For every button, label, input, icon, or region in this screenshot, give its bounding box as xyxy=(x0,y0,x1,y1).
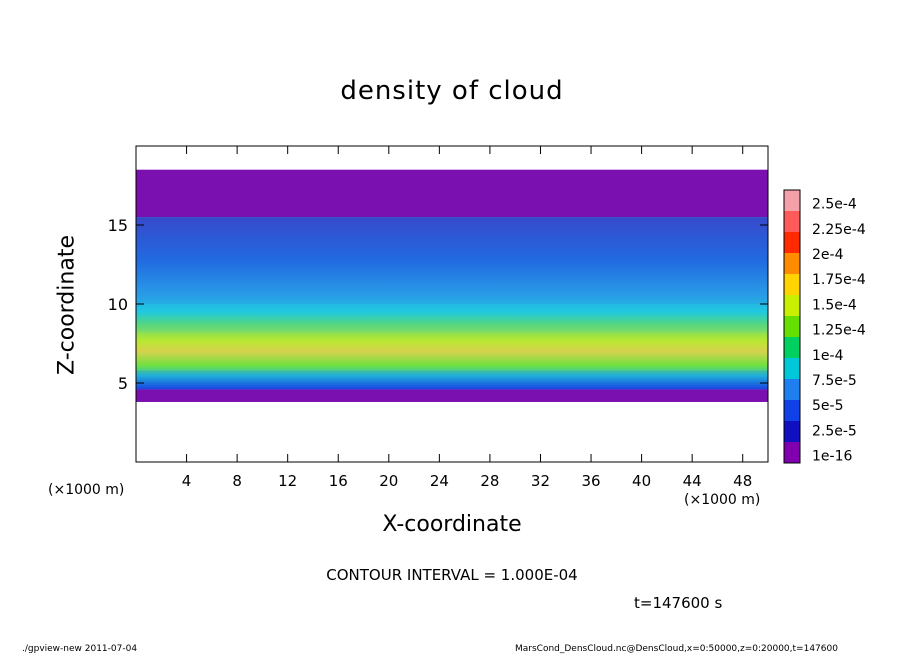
colorbar-label: 2.5e-5 xyxy=(812,423,857,439)
x-tick-label: 24 xyxy=(430,472,449,490)
colorbar-label: 7.5e-5 xyxy=(812,373,857,389)
colorbar-label: 1.25e-4 xyxy=(812,323,866,339)
x-tick-label: 48 xyxy=(733,472,752,490)
colorbar-swatch xyxy=(784,316,800,337)
colorbar-label: 1e-16 xyxy=(812,449,852,465)
colorbar-swatch xyxy=(784,232,800,253)
x-tick-label: 32 xyxy=(531,472,550,490)
colorbar-label: 2.5e-4 xyxy=(812,197,857,213)
colorbar-swatch xyxy=(784,400,800,421)
colorbar-swatch xyxy=(784,253,800,274)
colorbar-swatch xyxy=(784,211,800,232)
colorbar-label: 2.25e-4 xyxy=(812,222,866,238)
x-tick-label: 8 xyxy=(232,472,242,490)
footer-right: MarsCond_DensCloud.nc@DensCloud,x=0:5000… xyxy=(515,644,838,654)
time-label: t=147600 s xyxy=(634,594,723,612)
x-tick-label: 44 xyxy=(683,472,702,490)
contour-interval-text: CONTOUR INTERVAL = 1.000E-04 xyxy=(326,566,578,584)
x-tick-label: 40 xyxy=(632,472,651,490)
colorbar-label: 5e-5 xyxy=(812,398,843,414)
colorbar-swatch xyxy=(784,421,800,442)
x-unit-label-left: (×1000 m) xyxy=(48,482,125,498)
cloud-gradient xyxy=(136,217,768,390)
x-tick-label: 28 xyxy=(480,472,499,490)
x-tick-label: 16 xyxy=(329,472,348,490)
colorbar-swatch xyxy=(784,337,800,358)
x-tick-label: 20 xyxy=(379,472,398,490)
footer-left: ./gpview-new 2011-07-04 xyxy=(22,644,138,654)
cloud-layer-5 xyxy=(136,389,768,402)
y-tick-label: 15 xyxy=(108,216,128,235)
colorbar-label: 1.75e-4 xyxy=(812,272,866,288)
cloud-layer-0 xyxy=(136,169,768,218)
colorbar-swatch xyxy=(784,379,800,400)
colorbar-swatch xyxy=(784,274,800,295)
colorbar-swatch xyxy=(784,190,800,211)
colorbar-swatch xyxy=(784,295,800,316)
x-tick-label: 36 xyxy=(581,472,600,490)
colorbar-label: 1.5e-4 xyxy=(812,297,857,313)
colorbar-swatch xyxy=(784,358,800,379)
colorbar-label: 2e-4 xyxy=(812,247,844,263)
x-unit-label-right: (×1000 m) xyxy=(684,492,761,508)
x-axis-label: X-coordinate xyxy=(382,512,522,537)
y-tick-label: 10 xyxy=(108,295,128,314)
x-tick-label: 12 xyxy=(278,472,297,490)
colorbar-label: 1e-4 xyxy=(812,348,844,364)
x-tick-label: 4 xyxy=(182,472,192,490)
chart-title: density of cloud xyxy=(340,76,564,106)
colorbar-frame xyxy=(783,189,801,464)
y-tick-label: 5 xyxy=(118,374,128,393)
y-axis-label: Z-coordinate xyxy=(54,235,80,375)
colorbar-swatch xyxy=(784,442,800,463)
